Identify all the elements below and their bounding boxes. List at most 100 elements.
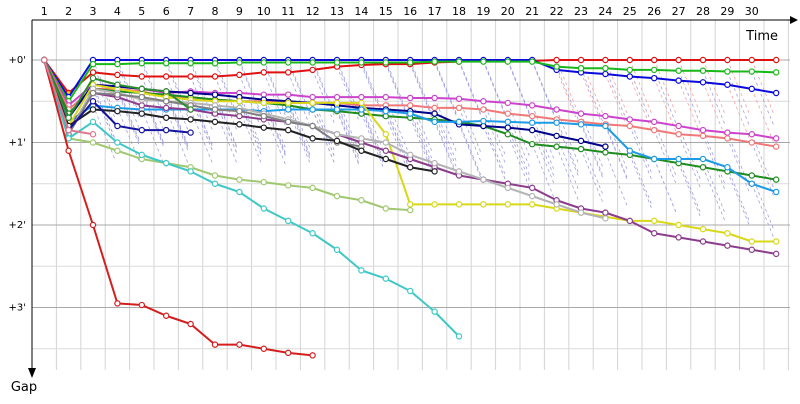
data-point bbox=[358, 93, 365, 101]
lap-guide-line bbox=[434, 107, 458, 164]
data-point bbox=[602, 70, 609, 78]
lap-guide-line bbox=[312, 109, 336, 165]
lap-guide-line bbox=[287, 109, 311, 165]
lap-guide-line bbox=[312, 59, 336, 116]
data-point bbox=[162, 73, 170, 80]
data-point bbox=[602, 143, 609, 150]
data-point bbox=[480, 117, 487, 125]
lap-guide-line bbox=[385, 96, 409, 153]
lap-guide-line bbox=[507, 61, 531, 117]
data-point bbox=[187, 73, 194, 80]
data-point bbox=[455, 95, 463, 102]
data-point bbox=[407, 164, 414, 171]
lap-guide-line bbox=[361, 107, 385, 164]
data-point bbox=[236, 107, 243, 115]
lap-guide-line bbox=[287, 105, 311, 161]
data-point bbox=[211, 106, 219, 113]
series-16 bbox=[41, 56, 316, 359]
data-point bbox=[553, 119, 560, 126]
x-tick-label: 7 bbox=[187, 5, 194, 18]
x-tick-label: 29 bbox=[720, 5, 734, 18]
lap-guide-line bbox=[556, 135, 580, 192]
data-point bbox=[260, 112, 267, 120]
data-point bbox=[309, 352, 316, 359]
data-point bbox=[699, 56, 707, 64]
lap-guide-line bbox=[531, 115, 555, 172]
lap-guide-line bbox=[92, 72, 116, 128]
lap-guide-line bbox=[556, 146, 580, 202]
lap-guide-line bbox=[165, 91, 189, 147]
lap-guide-line bbox=[531, 105, 555, 161]
data-point bbox=[602, 56, 609, 64]
data-point bbox=[724, 56, 731, 64]
lap-guide-line bbox=[702, 158, 726, 215]
data-point bbox=[211, 73, 219, 80]
lap-guide-line bbox=[678, 162, 702, 219]
data-point bbox=[529, 58, 536, 65]
data-point bbox=[407, 201, 414, 208]
lap-guide-line bbox=[263, 59, 287, 116]
data-point bbox=[382, 131, 389, 138]
x-tick-label: 4 bbox=[114, 5, 121, 18]
data-point bbox=[724, 242, 731, 249]
lap-guide-line bbox=[190, 59, 214, 116]
data-point bbox=[114, 122, 121, 130]
data-point bbox=[455, 201, 463, 208]
lap-guide-line bbox=[141, 92, 165, 149]
data-point bbox=[382, 205, 389, 212]
lap-guide-line bbox=[214, 76, 238, 132]
data-point bbox=[309, 93, 316, 101]
data-point bbox=[260, 345, 267, 352]
data-point bbox=[431, 308, 438, 315]
lap-guide-line bbox=[336, 109, 360, 165]
data-point bbox=[382, 155, 389, 163]
data-point bbox=[407, 287, 414, 295]
data-point bbox=[89, 106, 97, 113]
lap-guide-line bbox=[409, 59, 433, 116]
data-point bbox=[138, 93, 145, 101]
lap-guide-line bbox=[653, 59, 677, 116]
lap-guide-line bbox=[312, 69, 336, 126]
data-point bbox=[577, 110, 585, 117]
data-point bbox=[553, 106, 560, 113]
lap-guide-line bbox=[385, 62, 409, 118]
lap-guide-line bbox=[361, 105, 385, 161]
data-point bbox=[651, 66, 658, 74]
data-point bbox=[748, 56, 756, 64]
data-point bbox=[187, 168, 194, 175]
data-point bbox=[431, 94, 438, 102]
data-point bbox=[504, 58, 511, 65]
data-point bbox=[407, 102, 414, 109]
data-point bbox=[333, 246, 341, 253]
lap-guide-line bbox=[141, 76, 165, 132]
data-point bbox=[382, 93, 389, 101]
x-tick-label: 12 bbox=[306, 5, 320, 18]
data-point bbox=[675, 56, 682, 64]
data-point bbox=[333, 192, 341, 200]
data-point bbox=[114, 81, 121, 88]
lap-guide-line bbox=[190, 92, 214, 149]
lap-guide-line bbox=[92, 59, 116, 116]
y-tick-label: +3' bbox=[9, 303, 27, 314]
data-point bbox=[89, 60, 97, 68]
lap-guide-line bbox=[117, 88, 141, 145]
lap-guide-line bbox=[580, 121, 604, 178]
lap-guide-line bbox=[117, 86, 141, 142]
data-point bbox=[114, 107, 121, 115]
data-point bbox=[577, 145, 585, 153]
data-point bbox=[675, 131, 682, 138]
lap-guide-line bbox=[165, 92, 189, 149]
x-tick-label: 11 bbox=[281, 5, 295, 18]
data-point bbox=[358, 59, 365, 66]
lap-guide-line bbox=[653, 69, 677, 126]
lap-guide-line bbox=[507, 134, 531, 190]
x-tick-label: 6 bbox=[163, 5, 170, 18]
series-line bbox=[43, 59, 606, 220]
x-tick-label: 24 bbox=[598, 5, 612, 18]
data-point bbox=[773, 238, 780, 245]
lap-guide-line bbox=[287, 94, 311, 150]
lap-guide-line bbox=[751, 175, 775, 231]
data-point bbox=[675, 234, 682, 241]
data-point bbox=[114, 139, 121, 146]
data-point bbox=[285, 69, 292, 76]
